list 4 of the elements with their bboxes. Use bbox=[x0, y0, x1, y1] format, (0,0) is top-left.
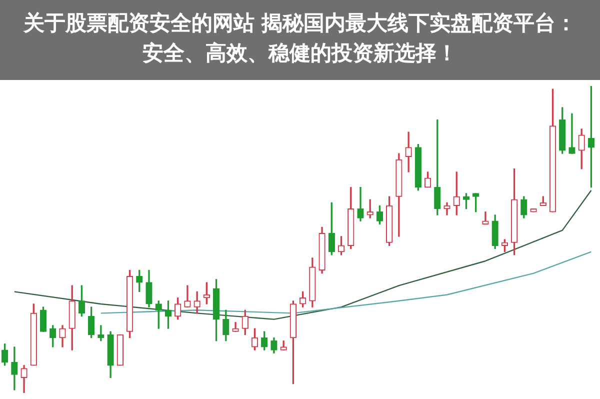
candlestick bbox=[405, 132, 412, 172]
candlestick bbox=[568, 113, 576, 154]
candlestick bbox=[98, 325, 104, 342]
chart-title: 关于股票配资安全的网站 揭秘国内最大线下实盘配资平台：安全、高效、稳健的投资新选择！ bbox=[0, 0, 600, 80]
